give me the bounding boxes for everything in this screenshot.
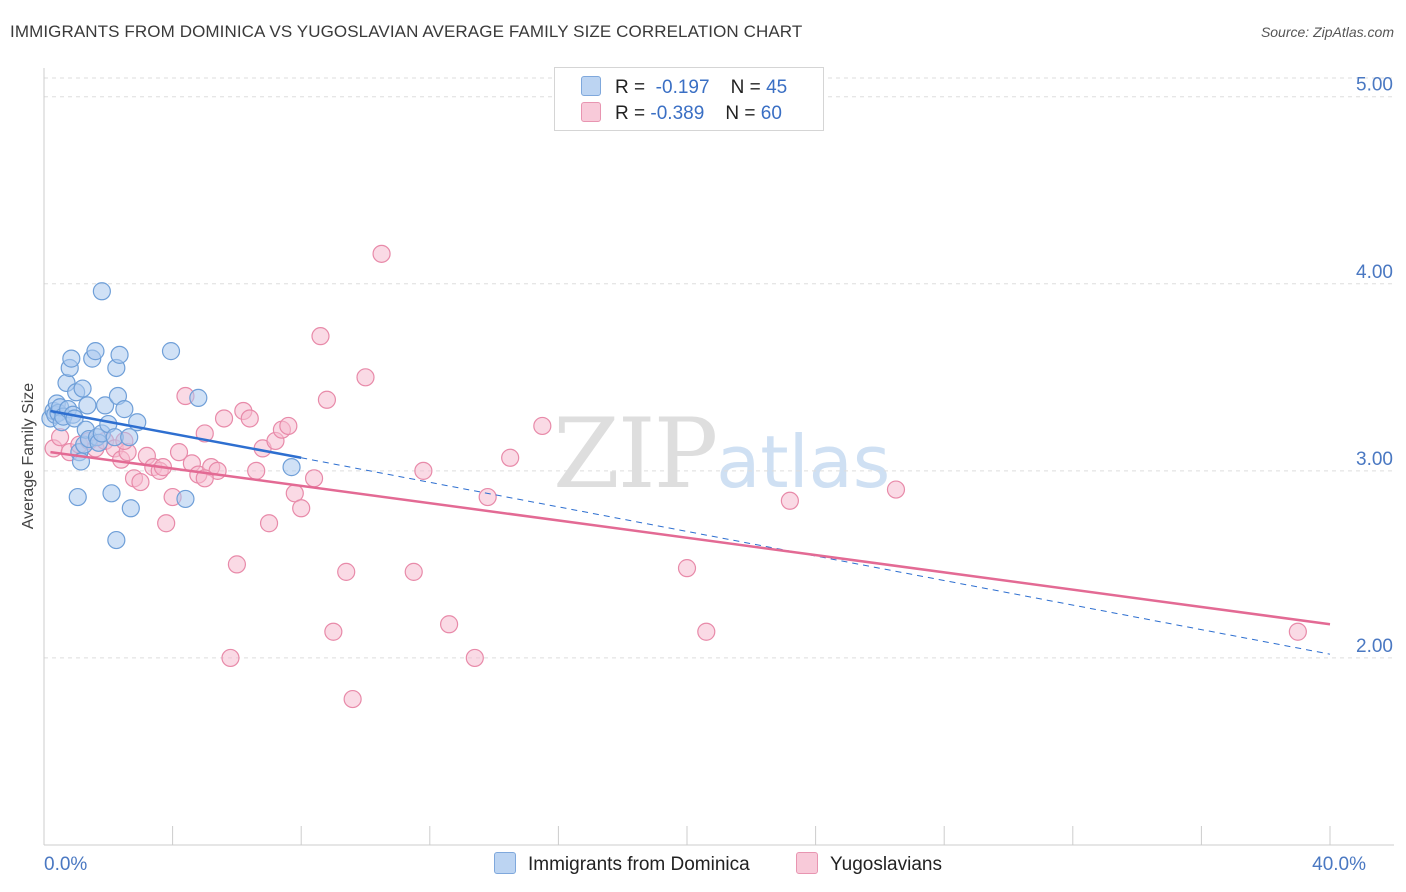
legend-swatch-yugoslavians [581,102,601,122]
legend-r-value: -0.389 [650,103,705,124]
data-point [107,530,126,550]
data-point [214,409,234,428]
legend-r-label: R = [615,103,646,124]
data-point [169,443,189,462]
y-tick-labels: 2.00 3.00 4.00 5.00 [1356,75,1393,657]
series-yugoslavians [44,244,1307,709]
data-point [240,409,259,428]
data-point [115,400,134,419]
data-point [478,487,497,507]
x-tick-label-max: 40.0% [1312,854,1366,875]
trend-line-yugoslavians [50,450,1331,626]
data-point [68,487,87,507]
data-point [317,390,337,409]
axes [43,68,1394,846]
bottom-legend-dominica: Immigrants from Dominica [494,852,750,876]
x-ticks [43,826,1331,845]
data-point [279,416,298,436]
watermark: ZIPatlas [553,398,890,510]
data-point [501,448,520,467]
data-point [886,480,906,499]
y-axis-label: Average Family Size [20,383,37,530]
data-point [86,342,105,361]
y-tick-label: 2.00 [1356,636,1393,657]
trend-line-dominica [50,409,302,459]
data-point [120,428,139,447]
x-tick-label-min: 0.0% [44,854,87,875]
legend-row-dominica: R = -0.197 N = 45 [581,76,787,98]
gridlines [44,77,1394,659]
legend-r-value: -0.197 [655,77,710,98]
data-point [189,388,208,407]
trend-line-dominica-extension [301,457,1331,655]
y-tick-label: 5.00 [1356,75,1393,96]
data-point [372,244,391,263]
x-tick-labels: 0.0% 40.0% [44,854,1366,875]
data-point [157,514,176,533]
data-point [1288,622,1307,641]
data-point [78,396,97,415]
data-point [95,396,115,415]
bottom-legend-swatch-yugoslavians [796,852,818,874]
legend-n-label: N = [730,77,761,98]
legend-n-label: N = [725,103,756,124]
data-point [176,489,195,509]
y-tick-label: 3.00 [1356,449,1393,470]
data-point [439,615,459,634]
source-label: Source: ZipAtlas.com [1260,24,1394,40]
data-point [227,555,246,574]
data-point [282,458,301,477]
bottom-legend-yugoslavians: Yugoslavians [796,852,942,876]
data-point [356,368,375,387]
data-point [292,499,311,518]
series-dominica [41,282,301,550]
watermark-atlas: atlas [716,420,891,504]
y-tick-label: 4.00 [1356,262,1393,283]
data-point [131,472,150,492]
data-point [465,648,484,668]
data-point [102,484,121,503]
stats-legend: R = -0.197 N = 45 R = -0.389 N = 60 [554,67,824,131]
legend-swatch-dominica [581,76,601,96]
data-point [337,562,356,581]
data-point [677,559,697,578]
data-point [110,345,129,364]
data-point [343,689,362,709]
data-point [92,282,111,301]
data-point [311,327,330,346]
data-point [221,648,240,668]
data-point [697,622,716,641]
legend-r-label: R = [615,77,646,98]
data-point [247,461,266,480]
data-point [304,469,324,488]
bottom-legend-swatch-dominica [494,852,516,874]
legend-n-value: 45 [766,77,788,98]
data-point [121,499,140,518]
chart-title: IMMIGRANTS FROM DOMINICA VS YUGOSLAVIAN … [10,22,803,41]
data-point [62,349,81,368]
data-point [324,622,343,641]
data-point [259,514,279,533]
legend-row-yugoslavians: R = -0.389 N = 60 [581,102,782,124]
bottom-legend-label-dominica: Immigrants from Dominica [528,854,750,875]
data-point [780,491,799,510]
trend-lines [50,409,1331,655]
data-point [73,379,92,398]
data-point [533,416,552,436]
data-point [404,562,423,581]
watermark-zip: ZIP [553,398,718,510]
bottom-legend-label-yugoslavians: Yugoslavians [830,854,942,875]
data-point [195,424,214,443]
data-point [161,342,181,361]
legend-n-value: 60 [760,103,782,124]
data-point [414,461,433,480]
data-point [50,428,70,447]
